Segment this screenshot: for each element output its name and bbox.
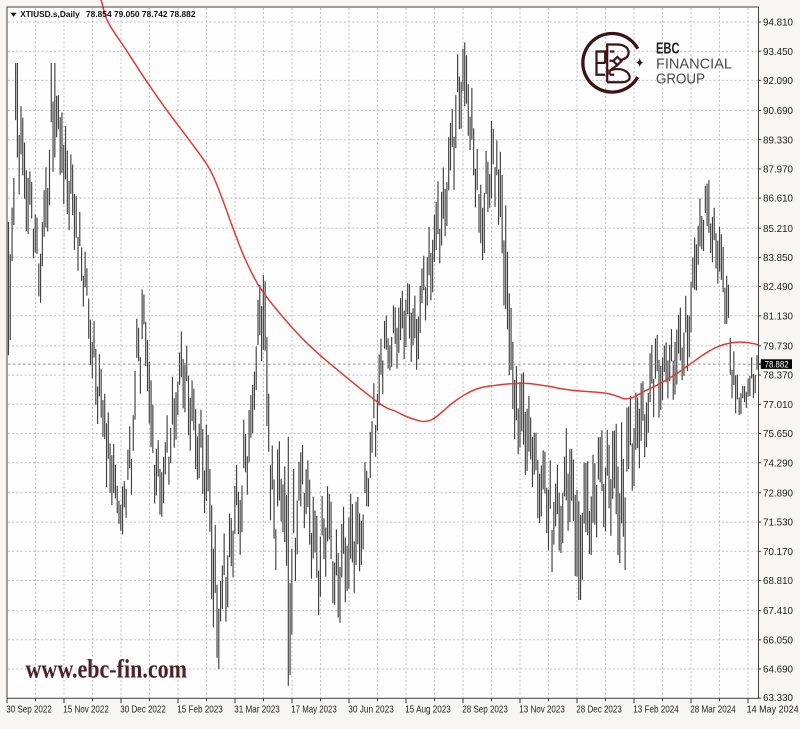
svg-text:EBC: EBC xyxy=(656,41,680,58)
svg-text:92.090: 92.090 xyxy=(763,76,793,87)
svg-text:94.810: 94.810 xyxy=(763,18,793,29)
svg-text:www.ebc-fin.com: www.ebc-fin.com xyxy=(26,655,188,684)
svg-text:89.330: 89.330 xyxy=(763,135,793,146)
svg-text:72.890: 72.890 xyxy=(763,488,793,499)
svg-text:68.810: 68.810 xyxy=(763,576,793,587)
svg-text:83.850: 83.850 xyxy=(763,253,793,264)
svg-text:85.210: 85.210 xyxy=(763,224,793,235)
svg-text:15 Aug 2023: 15 Aug 2023 xyxy=(405,704,451,715)
svg-text:75.650: 75.650 xyxy=(763,429,793,440)
svg-text:15 Nov 2022: 15 Nov 2022 xyxy=(63,704,109,715)
svg-text:74.290: 74.290 xyxy=(763,458,793,469)
svg-text:28 Dec 2023: 28 Dec 2023 xyxy=(576,704,622,715)
svg-text:30 Sep 2022: 30 Sep 2022 xyxy=(6,704,52,715)
svg-text:28 Sep 2023: 28 Sep 2023 xyxy=(462,704,508,715)
svg-text:FINANCIAL: FINANCIAL xyxy=(656,57,732,73)
svg-text:71.530: 71.530 xyxy=(763,518,793,529)
svg-text:63.330: 63.330 xyxy=(763,693,793,704)
svg-text:XTIUSD.s,Daily: XTIUSD.s,Daily xyxy=(20,9,80,19)
svg-text:77.010: 77.010 xyxy=(763,400,793,411)
svg-text:13 Nov 2023: 13 Nov 2023 xyxy=(519,704,565,715)
svg-text:14 May 2024: 14 May 2024 xyxy=(747,704,799,715)
svg-text:15 Feb 2023: 15 Feb 2023 xyxy=(177,704,223,715)
svg-text:64.690: 64.690 xyxy=(763,665,793,676)
svg-text:67.410: 67.410 xyxy=(763,606,793,617)
svg-text:79.730: 79.730 xyxy=(763,342,793,353)
svg-text:82.490: 82.490 xyxy=(763,282,793,293)
svg-text:GROUP: GROUP xyxy=(656,72,705,88)
svg-text:17 May 2023: 17 May 2023 xyxy=(291,704,337,715)
svg-text:86.610: 86.610 xyxy=(763,194,793,205)
svg-text:87.970: 87.970 xyxy=(763,165,793,176)
svg-text:28 Mar 2024: 28 Mar 2024 xyxy=(690,704,736,715)
svg-text:90.690: 90.690 xyxy=(763,106,793,117)
svg-text:81.130: 81.130 xyxy=(763,311,793,322)
svg-text:31 Mar 2023: 31 Mar 2023 xyxy=(234,704,280,715)
svg-text:78.854 79.050 78.742 78.882: 78.854 79.050 78.742 78.882 xyxy=(86,10,196,19)
svg-text:30 Dec 2022: 30 Dec 2022 xyxy=(120,704,166,715)
svg-text:30 Jun 2023: 30 Jun 2023 xyxy=(348,704,394,715)
svg-text:93.450: 93.450 xyxy=(763,47,793,58)
svg-text:66.050: 66.050 xyxy=(763,635,793,646)
svg-text:13 Feb 2024: 13 Feb 2024 xyxy=(633,704,679,715)
svg-text:78.882: 78.882 xyxy=(765,359,789,369)
svg-text:70.170: 70.170 xyxy=(763,547,793,558)
svg-text:78.370: 78.370 xyxy=(763,371,793,382)
